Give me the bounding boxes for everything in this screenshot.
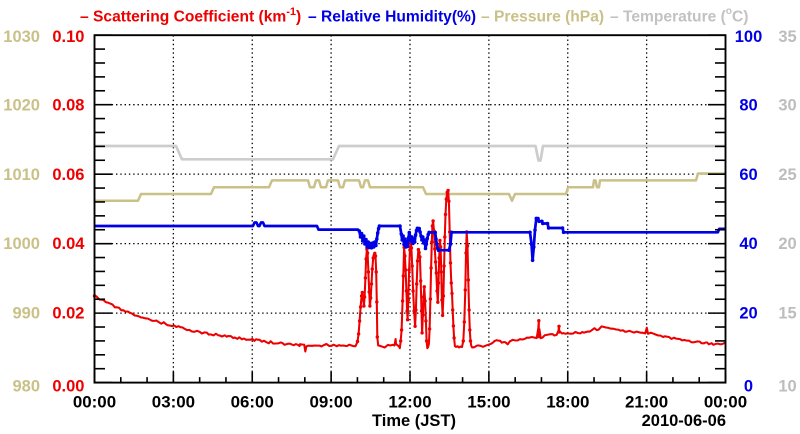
svg-text:– Relative Humidity(%): – Relative Humidity(%) xyxy=(308,9,476,26)
svg-text:00:00: 00:00 xyxy=(704,393,747,412)
svg-text:10: 10 xyxy=(778,378,796,396)
svg-text:21:00: 21:00 xyxy=(625,393,668,412)
svg-text:0.08: 0.08 xyxy=(52,96,84,114)
svg-text:980: 980 xyxy=(12,378,40,396)
svg-text:0.02: 0.02 xyxy=(52,305,84,323)
svg-text:00:00: 00:00 xyxy=(73,393,116,412)
svg-text:0.06: 0.06 xyxy=(52,166,84,184)
svg-text:03:00: 03:00 xyxy=(152,393,195,412)
svg-text:– Scattering Coefficient (km-1: – Scattering Coefficient (km-1) xyxy=(80,6,301,26)
svg-text:80: 80 xyxy=(739,96,757,114)
svg-text:2010-06-06: 2010-06-06 xyxy=(642,412,726,430)
svg-text:35: 35 xyxy=(778,28,796,46)
svg-text:1010: 1010 xyxy=(3,166,40,184)
svg-text:09:00: 09:00 xyxy=(309,393,352,412)
svg-text:06:00: 06:00 xyxy=(231,393,274,412)
svg-text:1030: 1030 xyxy=(3,28,40,46)
svg-text:20: 20 xyxy=(778,235,796,253)
svg-text:60: 60 xyxy=(739,166,757,184)
svg-text:0.10: 0.10 xyxy=(52,28,84,46)
svg-text:0.00: 0.00 xyxy=(52,378,84,396)
svg-text:15:00: 15:00 xyxy=(467,393,510,412)
svg-text:20: 20 xyxy=(739,305,757,323)
svg-text:Time (JST): Time (JST) xyxy=(372,412,456,430)
svg-text:1020: 1020 xyxy=(3,96,40,114)
svg-text:990: 990 xyxy=(12,305,40,323)
svg-text:100: 100 xyxy=(735,28,763,46)
svg-text:– Temperature (oC): – Temperature (oC) xyxy=(610,6,748,26)
svg-text:30: 30 xyxy=(778,96,796,114)
svg-text:15: 15 xyxy=(778,305,796,323)
svg-text:18:00: 18:00 xyxy=(546,393,589,412)
svg-text:12:00: 12:00 xyxy=(388,393,431,412)
svg-text:25: 25 xyxy=(778,166,796,184)
svg-text:– Pressure (hPa): – Pressure (hPa) xyxy=(481,9,604,26)
svg-text:0: 0 xyxy=(744,378,753,396)
svg-text:0.04: 0.04 xyxy=(52,235,85,253)
svg-text:1000: 1000 xyxy=(3,235,40,253)
svg-text:40: 40 xyxy=(739,235,757,253)
